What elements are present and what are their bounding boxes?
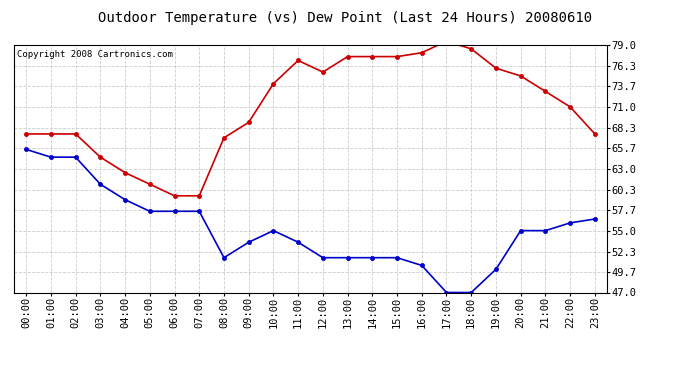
Text: Outdoor Temperature (vs) Dew Point (Last 24 Hours) 20080610: Outdoor Temperature (vs) Dew Point (Last… xyxy=(98,11,592,25)
Text: Copyright 2008 Cartronics.com: Copyright 2008 Cartronics.com xyxy=(17,50,172,59)
